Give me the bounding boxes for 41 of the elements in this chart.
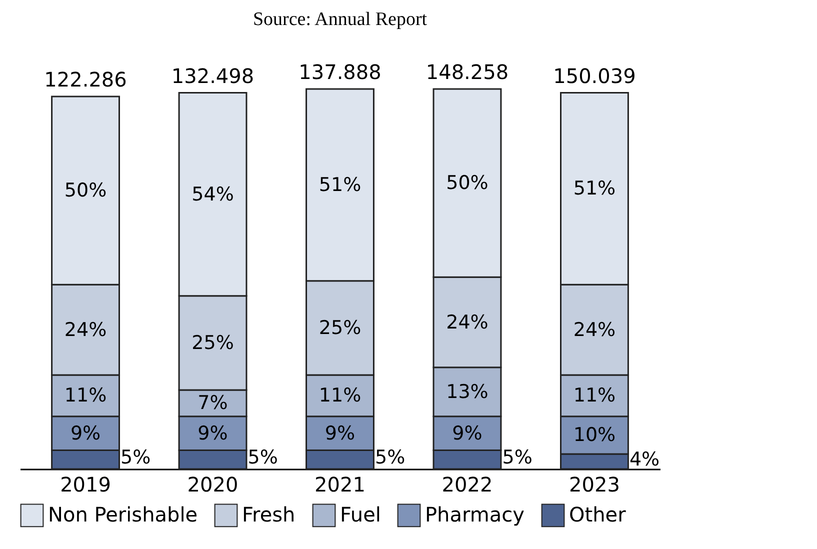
legend-label: Fuel: [340, 502, 381, 526]
data-label: 13%: [446, 380, 488, 403]
data-label: 4%: [629, 448, 660, 470]
data-label: 5%: [375, 446, 406, 469]
source-note: Source: Annual Report: [252, 9, 428, 30]
x-tick-label: 2020: [187, 472, 238, 496]
text: 148.258: [426, 60, 509, 84]
data-label: 24%: [64, 318, 107, 341]
data-label: 25%: [318, 316, 362, 339]
x-tick-label: 2023: [569, 472, 620, 496]
x-tick-label: 2022: [442, 472, 493, 496]
data-label: 51%: [318, 174, 362, 196]
legend-label: Pharmacy: [425, 502, 525, 526]
text: 132.498: [171, 64, 254, 88]
data-label: 51%: [573, 178, 616, 200]
legend-label: Other: [569, 502, 627, 526]
data-label: 5%: [502, 446, 532, 469]
data-label: 24%: [573, 318, 616, 341]
legend-label: Non Perishable: [48, 502, 198, 526]
text: 150.039: [553, 64, 636, 88]
data-label: 25%: [192, 332, 234, 354]
text: 137.888: [298, 60, 382, 84]
data-label: 5%: [248, 446, 278, 469]
data-label: 11%: [64, 384, 107, 407]
data-label: 9%: [324, 422, 356, 444]
data-label: 9%: [70, 422, 101, 444]
data-label: 24%: [446, 311, 488, 334]
data-label: 54%: [192, 183, 234, 206]
data-label: 5%: [120, 446, 151, 469]
data-label: 9%: [452, 422, 482, 444]
data-label: 7%: [198, 392, 228, 414]
data-label: 50%: [446, 172, 488, 194]
data-label: 11%: [573, 384, 616, 407]
data-label: 9%: [198, 422, 228, 444]
annotation: 122.286: [44, 68, 127, 92]
legend-label: Fresh: [242, 502, 296, 526]
x-tick-label: 2021: [314, 472, 366, 496]
data-label: 50%: [64, 180, 107, 202]
data-label: 11%: [318, 384, 362, 407]
x-tick-label: 2019: [60, 472, 111, 496]
data-label: 10%: [573, 424, 616, 446]
